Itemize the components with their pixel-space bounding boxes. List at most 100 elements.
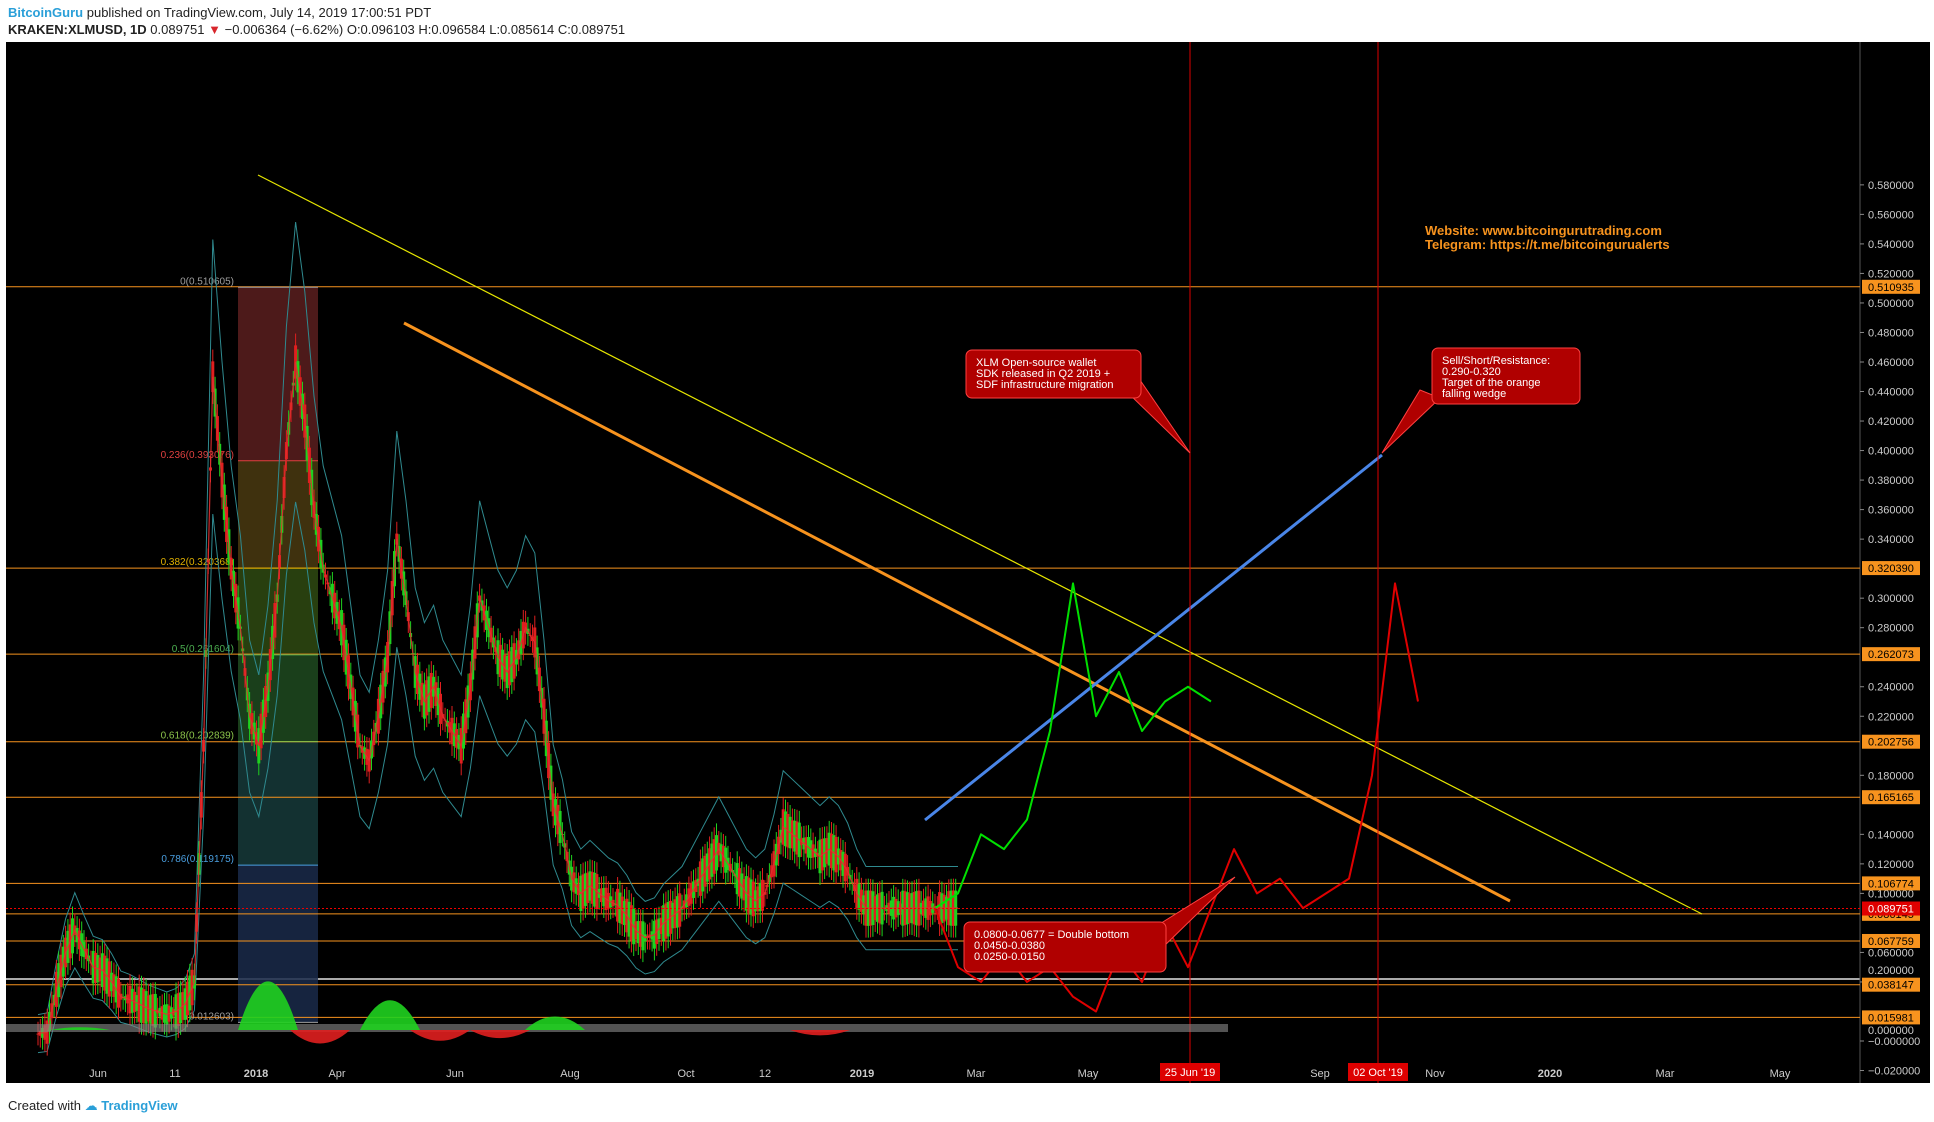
support-callout-line: 0.0800-0.0677 = Double bottom: [974, 929, 1129, 941]
x-tick-label: May: [1770, 1068, 1791, 1080]
yellow-trendline: [257, 174, 1703, 915]
ohlc-values: O:0.096103 H:0.096584 L:0.085614 C:0.089…: [346, 22, 626, 37]
level-tag-label-3: 0.202756: [1868, 737, 1914, 749]
y-tick-label: 0.340000: [1868, 534, 1914, 546]
x-tick-label: 12: [759, 1068, 771, 1080]
y-tick-label: 0.560000: [1868, 209, 1914, 221]
y-tick-label: 0.380000: [1868, 475, 1914, 487]
oscillator-bump-5: [470, 1030, 530, 1039]
level-tag-3: [1862, 734, 1920, 749]
level-tag-label-2: 0.262073: [1868, 649, 1914, 661]
resistance-callout-line: 0.290-0.320: [1442, 366, 1501, 378]
x-highlight-tag: [1348, 1063, 1408, 1081]
oscillator-baseline: [6, 1024, 1228, 1032]
y-tick-label: 0.360000: [1868, 505, 1914, 517]
bollinger-upper: [37, 221, 958, 1016]
tradingview-link[interactable]: TradingView: [101, 1098, 178, 1113]
y-tick-label: 0.480000: [1868, 327, 1914, 339]
oscillator-bump-0: [238, 981, 298, 1030]
y-tick-label: 0.120000: [1868, 859, 1914, 871]
support-callout-line: 0.0250-0.0150: [974, 951, 1045, 963]
symbol-label: KRAKEN:XLMUSD, 1D: [8, 22, 147, 37]
blue-trendline: [924, 453, 1383, 822]
level-tag-label-0: 0.510935: [1868, 282, 1914, 294]
website-note: Website: www.bitcoingurutrading.com: [1425, 223, 1662, 238]
level-tag-2: [1862, 647, 1920, 662]
y-tick-label: −0.020000: [1868, 1066, 1920, 1078]
fib-label-4: 0.618(0.202839): [161, 731, 234, 742]
x-tick-label: May: [1078, 1068, 1099, 1080]
wallet-callout: [965, 349, 1142, 399]
y-tick-label: 0.140000: [1868, 829, 1914, 841]
level-tag-label-5: 0.106774: [1868, 878, 1914, 890]
oscillator-bump-6: [790, 1030, 850, 1036]
fib-label-0: 0(0.510605): [180, 276, 234, 287]
author-link[interactable]: BitcoinGuru: [8, 5, 84, 20]
resistance-callout: [1431, 347, 1581, 405]
publish-info: published on TradingView.com, July 14, 2…: [86, 5, 432, 20]
level-tag-7: [1862, 933, 1920, 948]
y-tick-label: −0.000000: [1868, 1036, 1920, 1048]
y-tick-label: 0.300000: [1868, 593, 1914, 605]
y-tick-label: 0.060000: [1868, 947, 1914, 959]
orange-wedge-line: [403, 321, 1511, 903]
x-tick-label: Nov: [1425, 1068, 1445, 1080]
level-tag-9: [1862, 1010, 1920, 1025]
resistance-callout-tail: [1381, 389, 1441, 454]
y-tick-label: 0.440000: [1868, 387, 1914, 399]
y-tick-label: 0.500000: [1868, 298, 1914, 310]
x-tick-label: 11: [169, 1068, 180, 1080]
level-tag-8: [1862, 977, 1920, 992]
y-tick-label: 0.180000: [1868, 770, 1914, 782]
osc-tick-label: 0.200000: [1868, 965, 1914, 977]
fib-zone-4: [238, 741, 318, 866]
osc-tick-label: 0.000000: [1868, 1025, 1914, 1037]
x-tick-label: 2020: [1538, 1068, 1562, 1080]
y-tick-label: 0.400000: [1868, 446, 1914, 458]
level-tag-label-9: 0.015981: [1868, 1012, 1914, 1024]
oscillator-bump-7: [50, 1027, 110, 1030]
fib-label-2: 0.382(0.320368): [161, 557, 234, 568]
oscillator-bump-1: [360, 1000, 420, 1030]
x-tick-label: Jun: [446, 1068, 464, 1080]
resistance-callout-line: Target of the orange: [1442, 377, 1540, 389]
last-price-tag: [1862, 901, 1920, 916]
fib-label-6: 1(0.012603): [180, 1011, 234, 1022]
y-tick-label: 0.460000: [1868, 357, 1914, 369]
resistance-callout-line: Sell/Short/Resistance:: [1442, 355, 1550, 367]
x-tick-label: Jun: [89, 1068, 107, 1080]
level-tag-1: [1862, 561, 1920, 576]
oscillator-bump-3: [290, 1030, 350, 1044]
created-with-label: Created with: [8, 1098, 81, 1113]
green-projection: [934, 582, 1212, 909]
x-tick-label: Oct: [677, 1068, 694, 1080]
level-tag-4: [1862, 790, 1920, 805]
level-tag-label-1: 0.320390: [1868, 563, 1914, 575]
oscillator-bump-2: [525, 1016, 585, 1030]
oscillator-bump-4: [410, 1030, 470, 1041]
tradingview-logo-icon: ☁: [84, 1098, 98, 1113]
telegram-note: Telegram: https://t.me/bitcoingurualerts: [1425, 237, 1670, 252]
fib-label-1: 0.236(0.393076): [161, 450, 234, 461]
level-tag-0: [1862, 279, 1920, 294]
y-tick-label: 0.420000: [1868, 416, 1914, 428]
x-tick-label: 2019: [850, 1068, 874, 1080]
wallet-callout-line: XLM Open-source wallet: [976, 357, 1096, 369]
y-tick-label: 0.280000: [1868, 623, 1914, 635]
level-tag-5: [1862, 876, 1920, 891]
x-tick-label: Aug: [560, 1068, 580, 1080]
x-tick-label: Apr: [328, 1068, 345, 1080]
level-tag-label-4: 0.165165: [1868, 792, 1914, 804]
bollinger-lower: [37, 501, 958, 1054]
x-tick-label: Sep: [1310, 1068, 1330, 1080]
wallet-callout-line: SDK released in Q2 2019 +: [976, 368, 1110, 380]
y-tick-label: 0.240000: [1868, 682, 1914, 694]
x-highlight-label: 25 Jun '19: [1165, 1067, 1215, 1079]
y-tick-label: 0.220000: [1868, 711, 1914, 723]
y-tick-label: 0.100000: [1868, 888, 1914, 900]
y-tick-label: 0.520000: [1868, 268, 1914, 280]
support-callout: [963, 921, 1167, 973]
last-price-tag-label: 0.089751: [1868, 904, 1914, 916]
level-tag-label-7: 0.067759: [1868, 936, 1914, 948]
